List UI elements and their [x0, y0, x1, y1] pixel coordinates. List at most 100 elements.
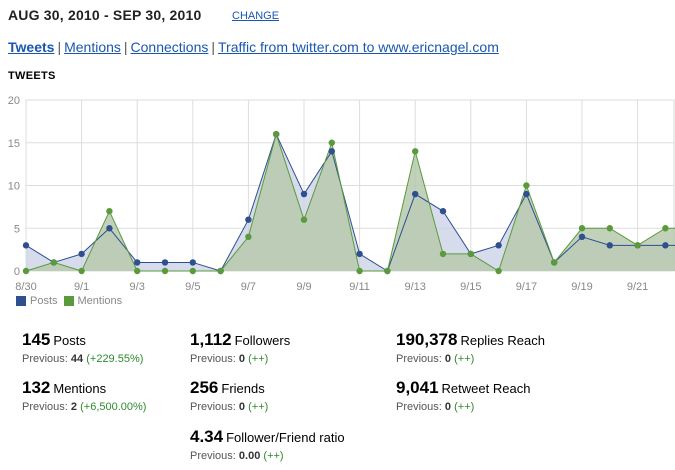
x-tick-label: 9/21 — [627, 281, 648, 293]
x-tick-label: 9/5 — [185, 281, 200, 293]
point-posts — [161, 259, 169, 266]
tab-connections[interactable]: Connections — [130, 39, 209, 55]
prev-change: (++) — [263, 450, 284, 462]
prev-change: (++) — [454, 353, 475, 365]
prev-change: (++) — [248, 401, 269, 413]
point-mentions — [189, 267, 196, 275]
legend-swatch-posts — [16, 296, 26, 306]
x-tick-label: 9/1 — [74, 281, 89, 293]
point-posts — [328, 148, 335, 155]
prev-label: Previous: — [190, 353, 236, 365]
prev-change: (+6,500.00%) — [80, 401, 147, 413]
prev-value: 0 — [444, 353, 452, 365]
tab-separator: | — [57, 39, 62, 55]
point-posts — [245, 216, 252, 223]
tab-mentions[interactable]: Mentions — [64, 39, 121, 55]
prev-value: 44 — [70, 353, 84, 365]
point-mentions — [328, 139, 335, 146]
legend-label-posts: Posts — [30, 295, 58, 307]
point-mentions — [217, 267, 224, 275]
y-tick-label: 15 — [8, 138, 20, 150]
point-posts — [662, 242, 669, 249]
x-tick-label: 9/13 — [404, 281, 425, 293]
point-mentions — [523, 182, 530, 189]
legend-item-posts[interactable]: Posts — [16, 295, 58, 307]
point-mentions — [356, 267, 363, 275]
point-posts — [606, 242, 613, 249]
prev-change: (++) — [248, 353, 269, 365]
stat-value: 256 — [190, 378, 219, 397]
stat-value: 4.34 — [190, 427, 224, 446]
stat-value: 132 — [22, 378, 51, 397]
stat-label: Replies Reach — [460, 333, 545, 348]
stat-label: Friends — [221, 381, 265, 396]
point-posts — [523, 190, 530, 198]
x-tick-label: 9/19 — [571, 281, 592, 293]
point-posts — [106, 225, 113, 232]
x-tick-label: 9/15 — [460, 281, 481, 293]
area-mentions — [26, 134, 675, 271]
tab-separator: | — [211, 39, 215, 55]
stat-replies-reach: 190,378 Replies Reach Previous: 0 (++) — [396, 330, 545, 365]
x-tick-label: 9/7 — [241, 281, 256, 293]
prev-label: Previous: — [190, 401, 236, 413]
stat-label: Posts — [53, 333, 86, 348]
prev-label: Previous: — [396, 353, 442, 365]
point-mentions — [495, 267, 502, 275]
point-mentions — [78, 267, 85, 275]
stat-mentions: 132 Mentions Previous: 2 (+6,500.00%) — [22, 378, 146, 413]
point-posts — [300, 190, 308, 198]
point-mentions — [551, 259, 558, 266]
x-tick-label: 9/3 — [130, 281, 145, 293]
x-tick-label: 9/17 — [516, 281, 537, 293]
stat-value: 190,378 — [396, 330, 458, 349]
prev-label: Previous: — [396, 401, 442, 413]
legend-label-mentions: Mentions — [77, 295, 123, 307]
y-tick-label: 10 — [8, 181, 20, 193]
prev-label: Previous: — [22, 401, 68, 413]
change-date-link[interactable]: CHANGE — [232, 10, 280, 22]
legend-item-mentions[interactable]: Mentions — [63, 295, 123, 307]
stat-label: Mentions — [53, 381, 107, 396]
stat-followers: 1,112 Followers Previous: 0 (++) — [190, 330, 290, 365]
point-posts — [78, 250, 85, 258]
stat-value: 145 — [22, 330, 51, 349]
point-mentions — [384, 267, 391, 275]
prev-value: 2 — [70, 401, 78, 413]
point-posts — [134, 259, 141, 266]
point-mentions — [161, 267, 169, 275]
point-mentions — [245, 233, 252, 240]
prev-label: Previous: — [22, 353, 68, 365]
prev-change: (++) — [454, 401, 475, 413]
tweets-chart: 0 5 10 15 20 8/30 9/1 9/3 9/5 9/7 9/9 9/11 9/13 9/15 9… — [8, 95, 675, 293]
point-mentions — [412, 148, 419, 155]
stat-posts: 145 Posts Previous: 44 (+229.55%) — [22, 330, 143, 365]
point-mentions — [22, 267, 30, 275]
section-title: TWEETS — [8, 70, 56, 82]
point-mentions — [134, 267, 141, 275]
prev-value: 0 — [238, 353, 246, 365]
date-range: AUG 30, 2010 - SEP 30, 2010 — [8, 7, 202, 23]
point-posts — [439, 207, 447, 215]
y-tick-label: 0 — [14, 266, 20, 278]
y-tick-label: 5 — [14, 223, 20, 235]
prev-change: (+229.55%) — [86, 353, 144, 365]
prev-label: Previous: — [190, 450, 236, 462]
tab-separator: | — [123, 39, 128, 55]
point-posts — [189, 259, 196, 266]
tab-traffic[interactable]: Traffic from twitter.com to www.ericnage… — [218, 39, 499, 55]
stat-label: Follower/Friend ratio — [226, 430, 345, 445]
stat-retweet-reach: 9,041 Retweet Reach Previous: 0 (++) — [396, 378, 530, 413]
x-tick-label: 9/11 — [349, 281, 370, 293]
x-tick-label: 9/9 — [296, 281, 311, 293]
stat-value: 1,112 — [190, 330, 232, 349]
prev-value: 0 — [238, 401, 246, 413]
stat-friends: 256 Friends Previous: 0 (++) — [190, 378, 268, 413]
y-tick-label: 20 — [8, 95, 20, 107]
stat-label: Followers — [234, 333, 291, 348]
point-posts — [356, 250, 363, 258]
tab-tweets[interactable]: Tweets — [8, 39, 55, 55]
chart-legend: Posts Mentions — [16, 295, 128, 307]
point-mentions — [578, 225, 586, 232]
point-posts — [495, 242, 502, 249]
